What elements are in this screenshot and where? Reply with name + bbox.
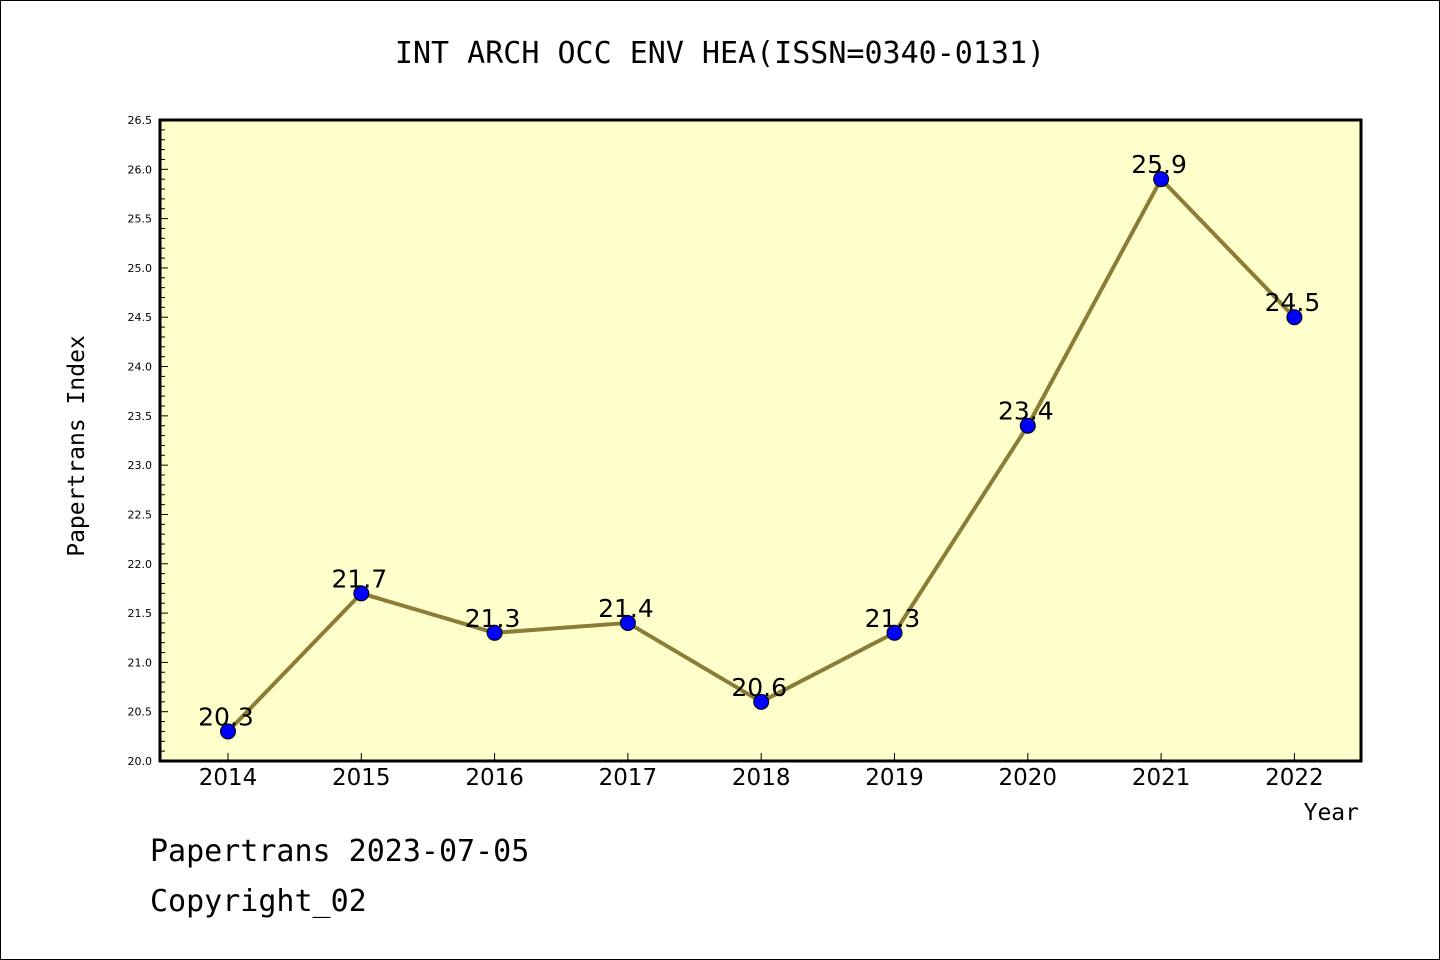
y-tick-label: 26.5 (128, 114, 153, 127)
y-tick-label: 25.0 (128, 262, 153, 275)
data-label: 21.7 (331, 564, 387, 593)
data-point (1153, 171, 1170, 188)
x-tick-label: 2021 (1132, 765, 1191, 791)
data-labels: 20.3 21.7 21.3 21.4 20.6 21.3 23.4 25.9 24.5 (198, 150, 1320, 731)
data-label: 21.3 (865, 604, 921, 633)
data-label: 21.3 (465, 604, 521, 633)
data-point (353, 585, 370, 602)
plot-area (158, 118, 1363, 763)
y-axis: 20.0 20.5 21.0 21.5 22.0 22.5 23.0 23.5 24.0 24.5… (128, 114, 168, 768)
y-tick-label: 23.0 (128, 459, 153, 472)
y-tick-label: 23.5 (128, 410, 153, 423)
y-tick-label: 22.5 (128, 508, 153, 521)
x-tick-label: 2015 (332, 765, 391, 791)
footer-copyright-text: Copyright_02 (150, 884, 367, 919)
chart-title: INT ARCH OCC ENV HEA(ISSN=0340-0131) (394, 36, 1046, 71)
y-tick-label: 21.5 (128, 607, 153, 620)
data-label: 23.4 (998, 397, 1054, 426)
y-tick-label: 26.0 (128, 163, 153, 176)
data-label: 20.3 (198, 702, 254, 731)
x-tick-label: 2020 (999, 765, 1058, 791)
data-point (753, 693, 770, 710)
data-point (1019, 417, 1036, 434)
x-tick-label: 2016 (465, 765, 524, 791)
data-point (1286, 309, 1303, 326)
y-tick-label: 24.0 (128, 361, 153, 374)
y-axis-label: Papertrans Index (64, 335, 90, 557)
x-axis: 2014 2015 2016 2017 2018 2019 2020 2021 2022 (199, 753, 1324, 791)
x-tick-label: 2022 (1265, 765, 1324, 791)
data-point (886, 624, 903, 641)
y-tick-label: 20.5 (128, 706, 153, 719)
x-tick-label: 2019 (865, 765, 924, 791)
x-tick-label: 2017 (599, 765, 658, 791)
y-tick-label: 22.0 (128, 558, 153, 571)
data-point (220, 723, 236, 740)
y-tick-label: 21.0 (128, 656, 153, 669)
data-point (619, 614, 636, 631)
series (220, 171, 1303, 740)
data-label: 24.5 (1265, 288, 1321, 317)
data-label: 20.6 (731, 673, 787, 702)
x-axis-label: Year (1304, 800, 1359, 826)
data-label: 25.9 (1131, 150, 1187, 179)
y-tick-label: 20.0 (128, 755, 153, 768)
footer-date-text: Papertrans 2023-07-05 (150, 834, 530, 869)
data-label: 21.4 (598, 594, 654, 623)
y-tick-label: 25.5 (128, 213, 153, 226)
x-tick-label: 2018 (732, 765, 791, 791)
y-tick-label: 24.5 (128, 311, 153, 324)
data-point (486, 624, 503, 641)
x-tick-label: 2014 (199, 765, 258, 791)
